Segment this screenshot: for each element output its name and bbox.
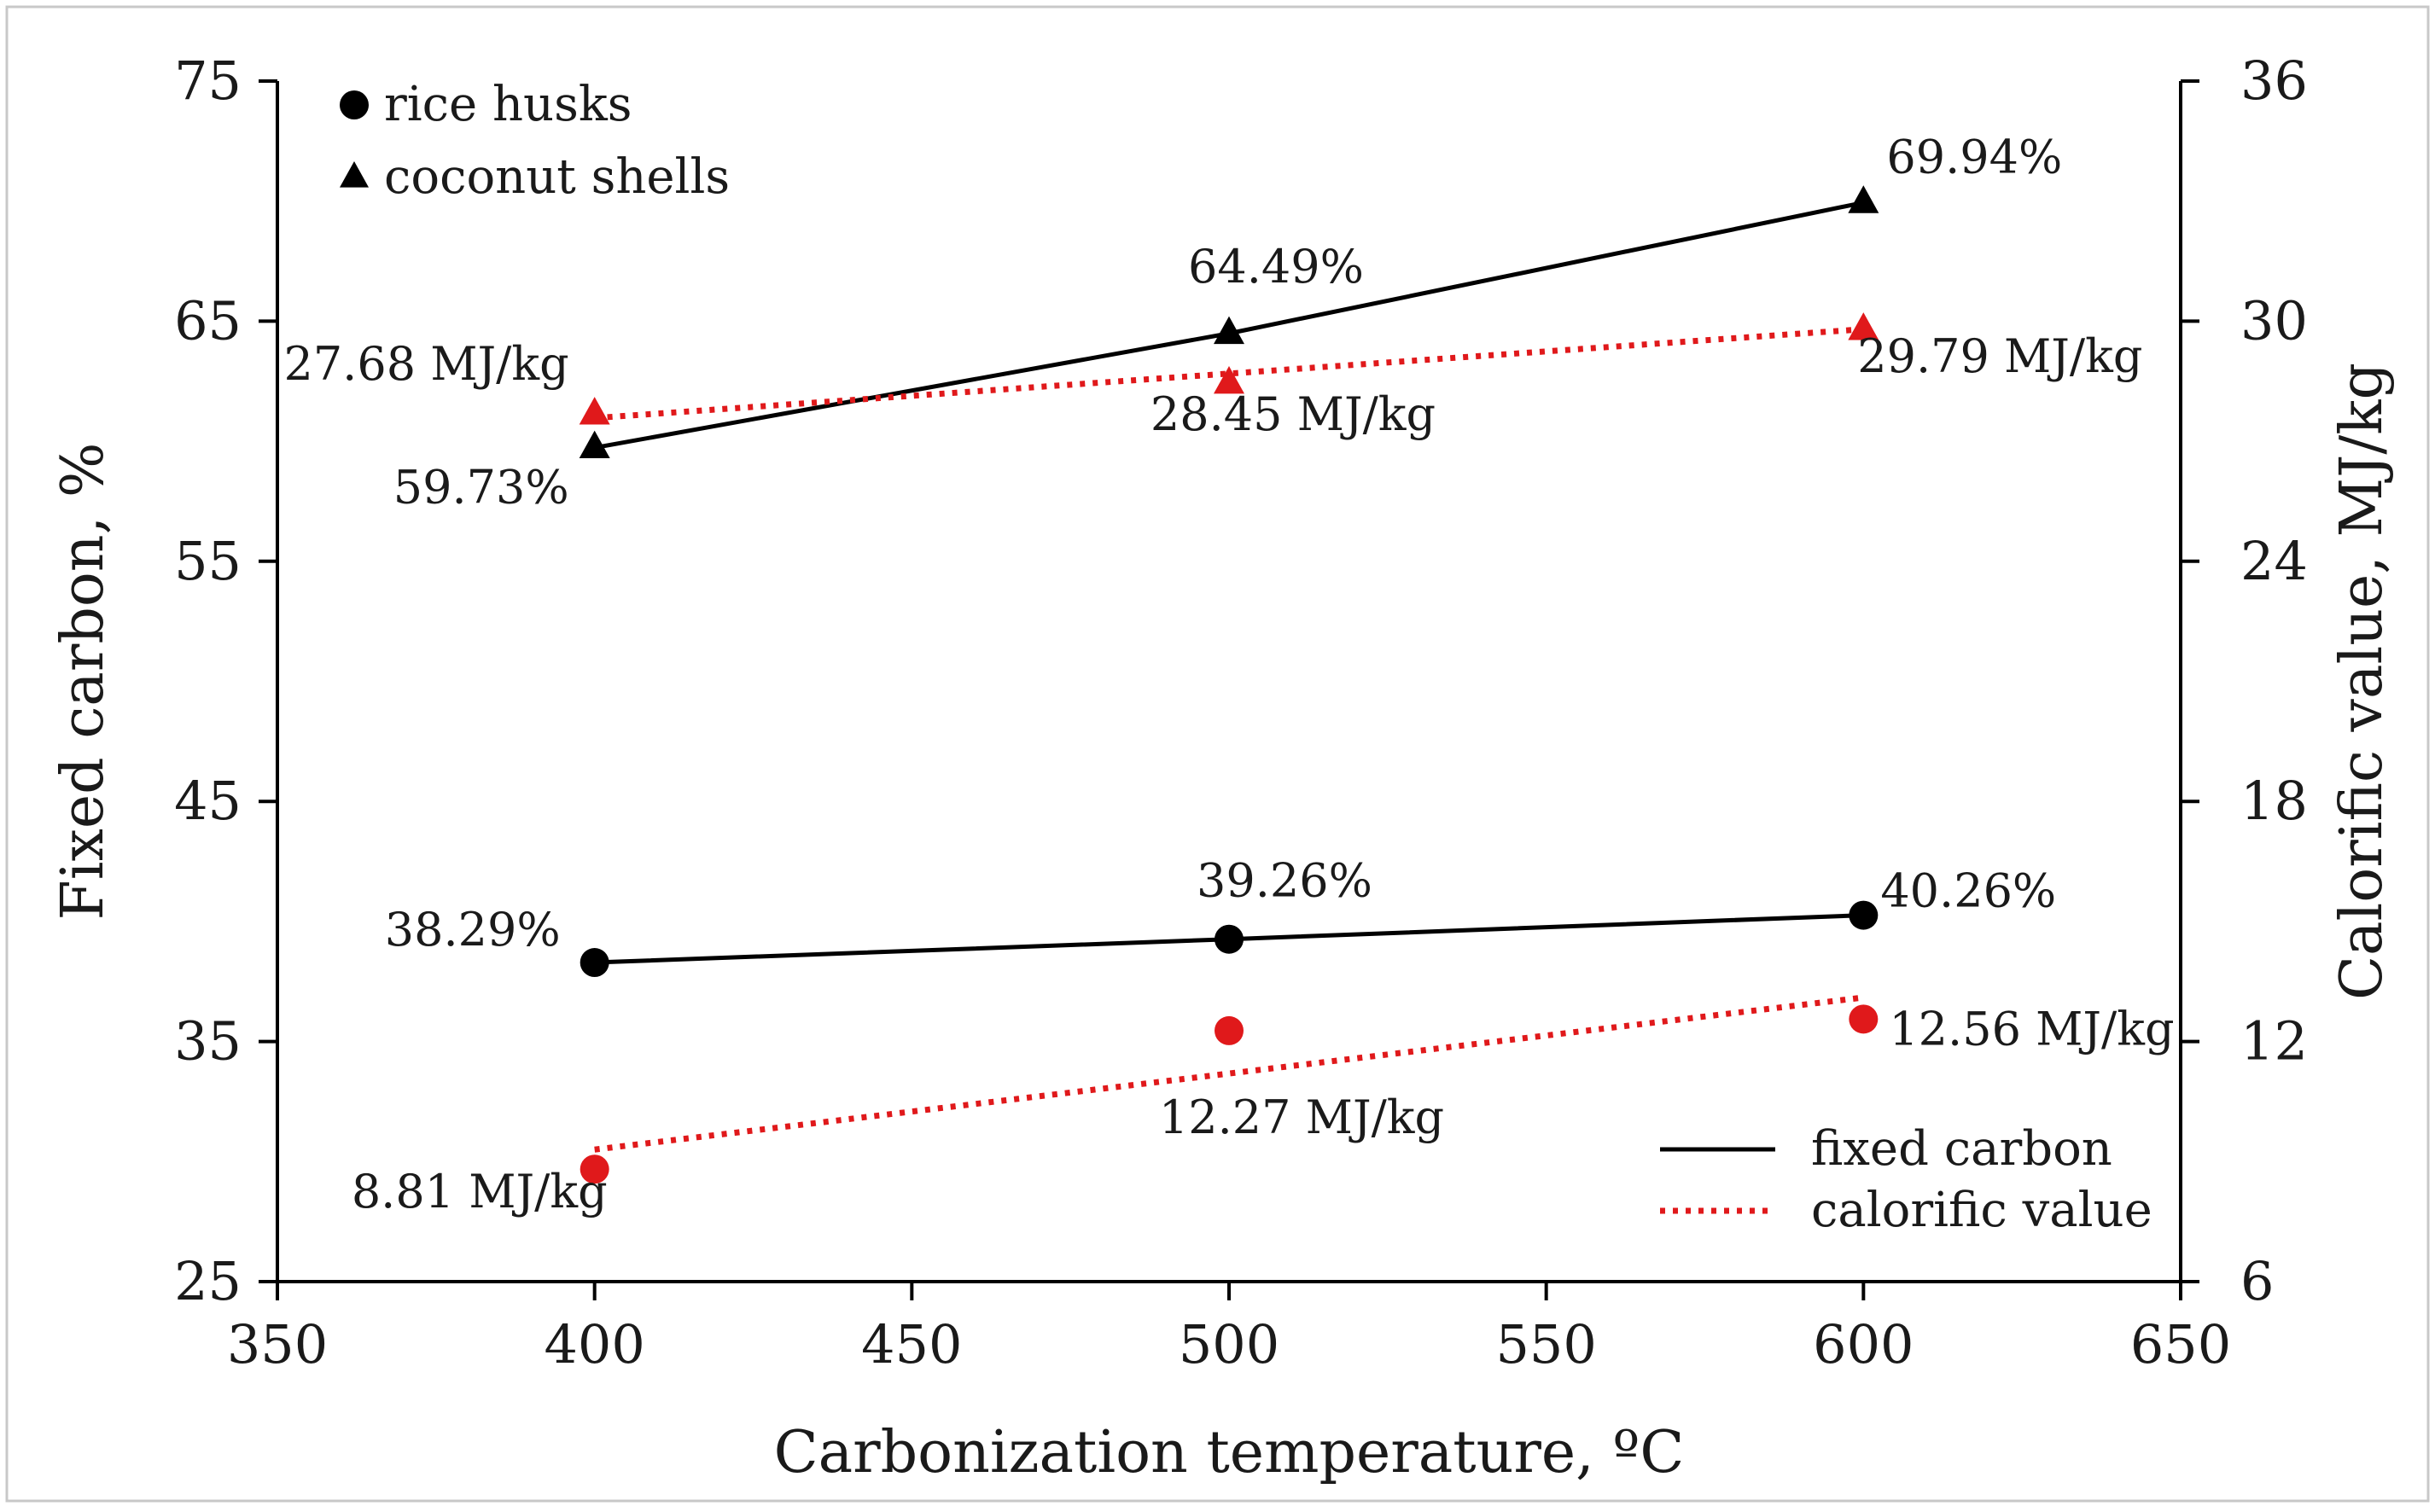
rice-husks-calorific-value-data-label: 12.27 MJ/kg (1159, 1090, 1444, 1144)
legend-coconut-shells-marker (340, 161, 369, 188)
rice-husks-fixed-carbon-data-label: 38.29% (385, 903, 561, 957)
y-right-tick-label: 6 (2240, 1250, 2274, 1312)
y-right-tick-label: 30 (2240, 289, 2308, 352)
y-left-tick-label: 35 (174, 1010, 242, 1073)
coconut-shells-calorific-value-point (1214, 366, 1244, 394)
y-right-tick-label: 24 (2240, 530, 2308, 592)
rice-husks-calorific-value-data-label: 8.81 MJ/kg (352, 1165, 608, 1218)
coconut-shells-fixed-carbon-point (1214, 316, 1244, 345)
x-tick-label: 650 (2130, 1313, 2231, 1375)
rice-husks-fixed-carbon-data-label: 40.26% (1880, 864, 2056, 918)
coconut-shells-calorific-value-data-label: 28.45 MJ/kg (1151, 387, 1436, 441)
rice-husks-fixed-carbon-point (1215, 924, 1244, 954)
legend-line-label: fixed carbon (1811, 1121, 2112, 1177)
y-left-tick-label: 65 (174, 289, 242, 352)
x-tick-label: 550 (1495, 1313, 1596, 1375)
y-left-tick-label: 45 (174, 770, 242, 832)
chart-frame (5, 5, 2430, 1503)
y-axis-left-title: Fixed carbon, % (50, 443, 117, 921)
coconut-shells-fixed-carbon-point (1848, 185, 1879, 213)
rice-husks-calorific-value-line (594, 994, 1864, 1153)
x-tick-label: 600 (1813, 1313, 1914, 1375)
coconut-shells-calorific-value-point (579, 397, 610, 425)
coconut-shells-calorific-value-point (1848, 312, 1879, 340)
y-axis-right-title: Calorific value, MJ/kg (2328, 363, 2396, 1000)
y-right-tick-label: 36 (2240, 49, 2308, 112)
y-right-tick-label: 12 (2240, 1010, 2308, 1073)
y-right-tick-label: 18 (2240, 770, 2308, 832)
coconut-shells-fixed-carbon-data-label: 59.73% (393, 461, 569, 515)
rice-husks-fixed-carbon-data-label: 39.26% (1197, 854, 1372, 908)
legend-marker-label: coconut shells (384, 149, 730, 205)
coconut-shells-calorific-value-data-label: 27.68 MJ/kg (283, 337, 568, 391)
y-left-tick-label: 25 (174, 1250, 242, 1312)
y-left-tick-label: 75 (174, 49, 242, 112)
rice-husks-fixed-carbon-point (580, 948, 609, 978)
legend-line-label: calorific value (1811, 1183, 2152, 1238)
coconut-shells-calorific-value-data-label: 29.79 MJ/kg (1857, 329, 2142, 383)
rice-husks-fixed-carbon-point (1849, 900, 1879, 930)
rice-husks-calorific-value-data-label: 12.56 MJ/kg (1889, 1002, 2174, 1055)
coconut-shells-fixed-carbon-data-label: 69.94% (1886, 130, 2062, 183)
rice-husks-calorific-value-point (1215, 1015, 1244, 1045)
y-left-tick-label: 55 (174, 530, 242, 592)
rice-husks-calorific-value-point (580, 1154, 609, 1184)
coconut-shells-fixed-carbon-point (579, 430, 610, 459)
x-tick-label: 350 (227, 1313, 328, 1375)
legend-rice-husks-marker (340, 90, 369, 119)
legend-marker-label: rice husks (384, 77, 632, 132)
x-tick-label: 450 (861, 1313, 962, 1375)
x-tick-label: 500 (1179, 1313, 1279, 1375)
x-tick-label: 400 (544, 1313, 644, 1375)
coconut-shells-fixed-carbon-data-label: 64.49% (1188, 240, 1364, 294)
rice-husks-calorific-value-point (1849, 1004, 1879, 1034)
x-axis-title: Carbonization temperature, ºC (774, 1419, 1685, 1486)
